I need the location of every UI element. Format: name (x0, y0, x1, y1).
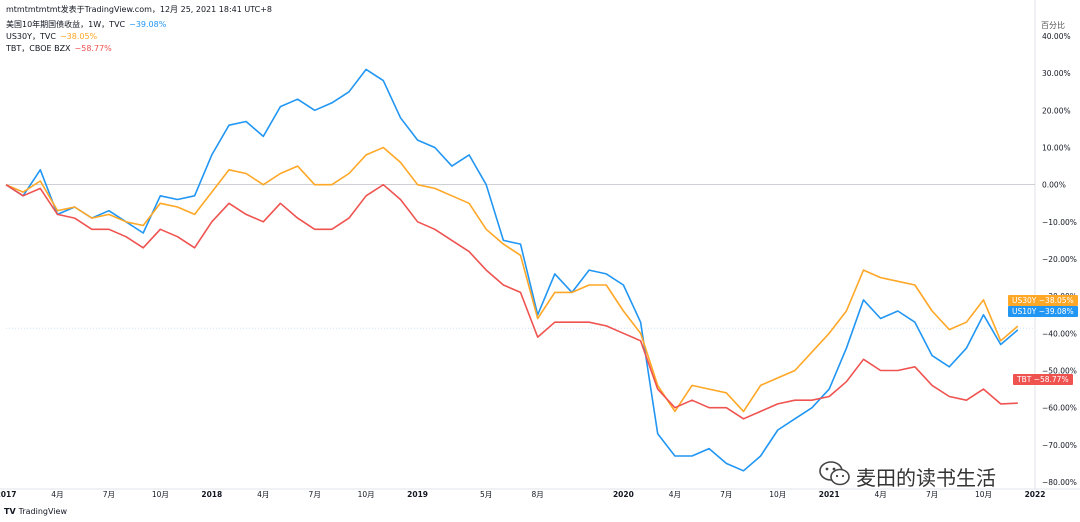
x-tick-label: 4月 (669, 490, 681, 499)
x-tick-label: 7月 (103, 490, 115, 499)
price-tag-tbt: TBT −58.77% (1013, 374, 1073, 385)
y-tick-label: −70.00% (1042, 441, 1077, 450)
y-tick-label: 10.00% (1042, 144, 1071, 153)
legend-item-tbt[interactable]: TBT，CBOE BZX −58.77% (6, 44, 112, 54)
y-tick-label: −10.00% (1042, 218, 1077, 227)
y-tick-label: 0.00% (1042, 181, 1066, 190)
y-tick-label: 40.00% (1042, 32, 1071, 41)
x-tick-label: 2020 (613, 490, 634, 499)
price-tag-name: US10Y (1012, 307, 1037, 316)
x-tick-label: 10月 (152, 490, 169, 499)
legend-value: −58.77% (74, 44, 112, 53)
y-tick-label: −60.00% (1042, 404, 1077, 413)
price-tag-name: TBT (1017, 375, 1032, 384)
legend-label: TBT，CBOE BZX (6, 44, 71, 53)
x-tick-label: 10月 (769, 490, 786, 499)
series-line-us30y (5, 146, 1019, 413)
scale-mode-label[interactable]: 百分比 (1041, 21, 1065, 30)
title-line: mtmtmtmtmt发表于TradingView.com，12月 25, 202… (6, 5, 273, 14)
x-tick-label: 7月 (309, 490, 321, 499)
legend-item-us30y[interactable]: US30Y，TVC −38.05% (6, 32, 97, 42)
legend-item-us10y[interactable]: 美国10年期国债收益，1W，TVC −39.08% (6, 20, 166, 30)
x-tick-label: 10月 (975, 490, 992, 499)
price-tag-name: US30Y (1012, 296, 1037, 305)
y-tick-label: 20.00% (1042, 106, 1071, 115)
legend-value: −38.05% (59, 32, 98, 41)
x-tick-label: 8月 (532, 490, 544, 499)
x-tick-label: 2022 (1025, 490, 1046, 499)
price-tag-value: −38.05% (1038, 296, 1074, 305)
wechat-icon (819, 461, 850, 486)
legend-value: −39.08% (129, 20, 167, 29)
legend-label: US30Y，TVC (6, 32, 56, 41)
x-tick-label: 2018 (201, 490, 222, 499)
x-tick-label: 4月 (875, 490, 887, 499)
x-tick-label: 10月 (358, 490, 375, 499)
x-tick-label: 5月 (480, 490, 492, 499)
price-tag-value: −58.77% (1033, 375, 1069, 384)
series-line-tbt (5, 183, 1018, 420)
x-tick-label: 4月 (51, 490, 63, 499)
y-tick-label: −20.00% (1042, 255, 1077, 264)
y-tick-label: −40.00% (1042, 329, 1077, 338)
tradingview-logo-icon: TV (4, 507, 16, 516)
x-tick-label: 2019 (407, 490, 428, 499)
legend-label: 美国10年期国债收益，1W，TVC (6, 20, 126, 29)
price-tag-us30y: US30Y −38.05% (1008, 295, 1078, 306)
x-tick-label: 7月 (926, 490, 938, 499)
chart-title: mtmtmtmtmt发表于TradingView.com，12月 25, 202… (6, 5, 272, 15)
y-tick-label: 30.00% (1042, 69, 1071, 78)
y-tick-label: −50.00% (1042, 367, 1077, 376)
price-tag-value: −39.08% (1038, 307, 1074, 316)
price-tag-us10y: US10Y −39.08% (1008, 306, 1078, 317)
series-line-us10y (5, 68, 1019, 472)
x-tick-label: 7月 (720, 490, 732, 499)
brand-text: TradingView (18, 507, 67, 516)
watermark-text: 麦田的读书生活 (856, 466, 996, 490)
x-tick-label: 2021 (819, 490, 840, 499)
x-tick-label: 4月 (257, 490, 269, 499)
footer-brand[interactable]: TV TradingView (4, 507, 67, 516)
x-tick-label: 2017 (0, 490, 16, 499)
y-tick-label: −80.00% (1042, 478, 1077, 487)
